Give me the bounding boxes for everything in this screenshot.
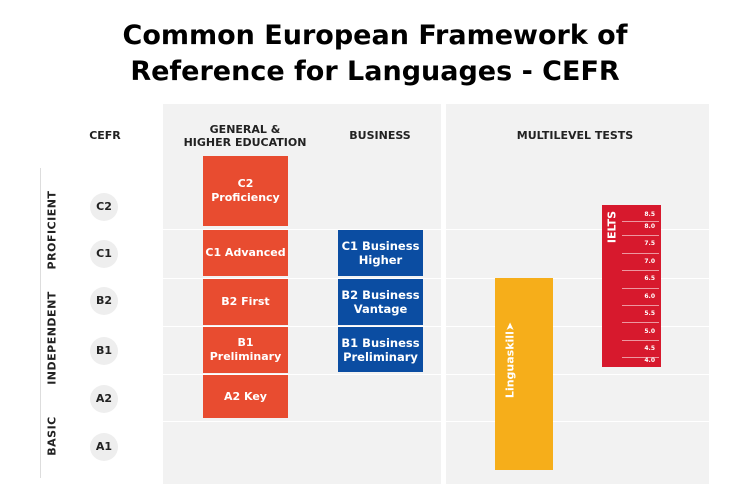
general-header: GENERAL & HIGHER EDUCATION	[170, 123, 320, 149]
business-c1-higher: C1 Business Higher	[338, 230, 423, 276]
ielts-band-label: 7.0	[644, 258, 655, 265]
multilevel-panel	[446, 104, 709, 484]
ielts-tick	[622, 305, 659, 306]
row-divider	[163, 229, 709, 230]
business-c1-line-1: C1 Business	[341, 239, 420, 253]
ielts-tick	[622, 253, 659, 254]
group-proficient: PROFICIENT	[45, 190, 59, 270]
ielts-band-label: 6.5	[644, 275, 655, 282]
row-divider	[163, 278, 709, 279]
row-divider	[163, 326, 709, 327]
general-c2-proficiency: C2 Proficiency	[203, 156, 288, 226]
general-a2-key: A2 Key	[203, 375, 288, 418]
ielts-band-label: 4.5	[644, 345, 655, 352]
general-header-line-1: GENERAL &	[209, 123, 281, 136]
arrow-icon: ➤	[503, 321, 517, 332]
ielts-band-label: 5.0	[644, 328, 655, 335]
general-c1-advanced: C1 Advanced	[203, 230, 288, 276]
ielts-scale: 8.5 8.0 7.5 7.0 6.5 6.0 5.5 5.0 4.5 4.0	[622, 209, 659, 364]
business-c1-line-2: Higher	[358, 253, 403, 267]
general-header-line-2: HIGHER EDUCATION	[183, 136, 307, 149]
title-line-2: Reference for Languages - CEFR	[130, 56, 620, 87]
level-c1: C1	[90, 240, 118, 268]
ielts-band-label: 8.5	[644, 211, 655, 218]
general-b1-preliminary: B1 Preliminary	[203, 327, 288, 373]
ielts-tick	[622, 235, 659, 236]
business-b1-preliminary: B1 Business Preliminary	[338, 327, 423, 372]
group-independent: INDEPENDENT	[45, 291, 59, 385]
linguaskill-label: Linguaskill➤	[504, 322, 517, 398]
row-divider	[163, 421, 709, 422]
level-a2: A2	[90, 385, 118, 413]
business-b2-vantage: B2 Business Vantage	[338, 279, 423, 325]
business-b2-line-1: B2 Business	[341, 288, 420, 302]
ielts-tick	[622, 221, 659, 222]
ielts-band-label: 5.5	[644, 310, 655, 317]
ielts-band-label: 6.0	[644, 293, 655, 300]
row-divider	[163, 374, 709, 375]
ielts-band-label: 7.5	[644, 240, 655, 247]
multilevel-header: MULTILEVEL TESTS	[516, 129, 634, 142]
linguaskill-bar: Linguaskill➤	[495, 278, 553, 470]
cefr-header: CEFR	[89, 129, 121, 142]
business-b2-line-2: Vantage	[353, 302, 408, 316]
level-b1: B1	[90, 337, 118, 365]
ielts-bar: IELTS 8.5 8.0 7.5 7.0 6.5 6.0 5.5 5.0 4.…	[602, 205, 661, 367]
group-divider	[40, 168, 41, 478]
title-line-1: Common European Framework of	[122, 20, 628, 51]
general-b2-first: B2 First	[203, 279, 288, 325]
business-header: BUSINESS	[349, 129, 411, 142]
business-b1-line-2: Preliminary	[343, 349, 418, 364]
page-title: Common European Framework of Reference f…	[0, 18, 750, 90]
ielts-tick	[622, 288, 659, 289]
ielts-tick	[622, 270, 659, 271]
group-basic: BASIC	[45, 416, 59, 456]
ielts-band-label: 4.0	[644, 357, 655, 364]
level-c2: C2	[90, 193, 118, 221]
business-b1-line-1: B1 Business	[341, 335, 420, 350]
level-b2: B2	[90, 287, 118, 315]
linguaskill-name: Linguaskill	[503, 331, 517, 399]
level-a1: A1	[90, 433, 118, 461]
ielts-tick	[622, 340, 659, 341]
ielts-band-label: 8.0	[644, 223, 655, 230]
ielts-tick	[622, 357, 659, 358]
ielts-tick	[622, 322, 659, 323]
ielts-label: IELTS	[605, 210, 619, 244]
